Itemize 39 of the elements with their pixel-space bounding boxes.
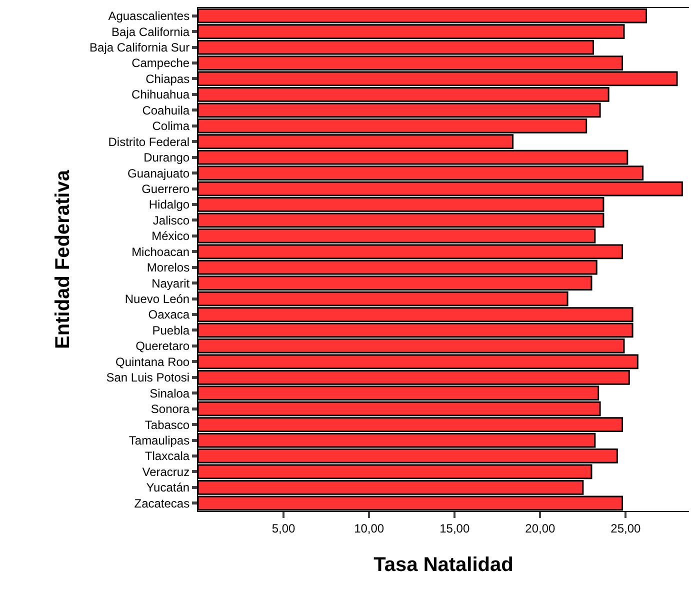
y-tick-label: Tabasco <box>144 418 190 432</box>
y-tick-label: Puebla <box>152 323 190 338</box>
y-tick-label: Campeche <box>132 56 190 70</box>
x-tick-label: 20,00 <box>525 521 556 536</box>
y-tick-label: Baja California Sur <box>90 40 190 54</box>
y-tick-label: Quintana Roo <box>116 354 190 369</box>
y-tick-label: Durango <box>144 150 190 165</box>
x-tick-label: 15,00 <box>440 521 470 536</box>
y-axis-title: Entidad Federativa <box>52 169 74 349</box>
y-tick-label: Morelos <box>146 260 190 275</box>
y-tick-label: Hidalgo <box>148 198 190 212</box>
x-tick-label: 10,00 <box>354 521 384 536</box>
y-tick-label: Colima <box>152 119 190 134</box>
x-tick-label: 25,00 <box>610 521 642 536</box>
y-tick-label: México <box>152 229 190 244</box>
y-tick-label: San Luis Potosi <box>106 370 190 385</box>
x-tick-label: 5,00 <box>272 521 296 536</box>
y-tick-label: Sinaloa <box>150 386 190 400</box>
y-tick-label: Sonora <box>150 402 190 416</box>
y-tick-label: Oaxaca <box>148 308 190 322</box>
x-axis-title: Tasa Natalidad <box>374 554 514 576</box>
y-tick-label: Queretaro <box>136 339 190 354</box>
y-tick-label: Zacatecas <box>134 496 190 510</box>
y-tick-label: Aguascalientes <box>108 9 190 24</box>
y-tick-label: Jalisco <box>152 213 190 228</box>
y-tick-label: Yucatán <box>146 480 190 495</box>
y-tick-label: Tlaxcala <box>144 449 190 464</box>
y-tick-label: Michoacan <box>132 244 190 259</box>
y-tick-label: Tamaulipas <box>128 433 190 448</box>
y-tick-label: Baja California <box>112 24 190 39</box>
y-tick-label: Chiapas <box>146 72 190 86</box>
y-tick-label: Coahuila <box>142 103 190 118</box>
y-tick-label: Guanajuato <box>128 166 190 180</box>
y-tick-label: Chihuahua <box>132 88 190 102</box>
y-tick-label: Distrito Federal <box>108 134 190 149</box>
y-tick-label: Nuevo León <box>124 292 190 306</box>
y-tick-label: Nayarit <box>152 276 190 290</box>
y-tick-label: Guerrero <box>142 182 190 196</box>
y-tick-label: Veracruz <box>142 464 190 479</box>
